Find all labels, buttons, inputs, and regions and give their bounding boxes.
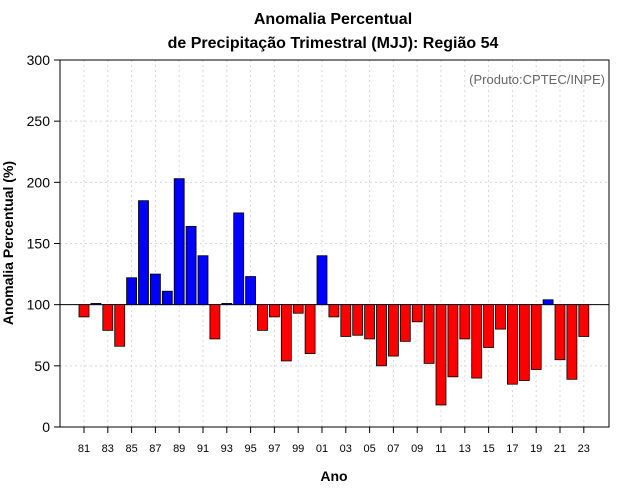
y-tick-label: 300: [27, 52, 51, 68]
x-tick-label: 21: [554, 443, 566, 455]
bar-2022: [566, 304, 578, 380]
bar-2006: [376, 304, 387, 367]
bar-1999: [292, 304, 304, 314]
y-tick-label: 50: [34, 358, 50, 374]
x-tick-label: 17: [506, 443, 518, 455]
x-tick-label: 11: [435, 443, 446, 455]
bar-2004: [352, 304, 364, 336]
bar-2020: [542, 299, 554, 306]
bar-2017: [506, 304, 518, 385]
grid: [60, 60, 609, 427]
x-tick-label: 23: [578, 443, 590, 455]
bar-1987: [149, 273, 161, 306]
bar-2018: [518, 304, 530, 381]
bar-1994: [233, 212, 245, 306]
credit-text: (Produto:CPTEC/INPE): [469, 72, 605, 87]
x-tick-label: 99: [292, 443, 304, 455]
bar-2001: [316, 255, 328, 306]
bar-1984: [114, 304, 126, 347]
bar-1983: [102, 304, 114, 331]
x-tick-label: 09: [411, 443, 423, 455]
x-axis-label: Ano: [320, 468, 347, 484]
chart-title-line2: de Precipitação Trimestral (MJJ): Região…: [168, 35, 499, 52]
bar-1981: [78, 304, 90, 318]
x-tick-label: 85: [125, 443, 137, 455]
bar-2002: [328, 304, 340, 318]
y-axis-label: Anomalia Percentual (%): [0, 161, 16, 325]
y-tick-label: 250: [27, 113, 51, 129]
y-axis: 0 50 100 150 200 250 300: [27, 52, 60, 435]
bar-1992: [209, 304, 221, 340]
bar-2012: [447, 304, 459, 378]
x-tick-label: 81: [78, 443, 90, 455]
bar-2010: [423, 304, 435, 364]
bar-2008: [399, 304, 411, 342]
bar-1990: [185, 225, 197, 306]
bar-2015: [483, 304, 495, 348]
bar-1989: [173, 178, 185, 306]
bar-2005: [364, 304, 376, 340]
y-tick-label: 200: [27, 174, 51, 190]
x-tick-label: 19: [530, 443, 542, 455]
bars: [78, 178, 590, 406]
x-tick-label: 91: [197, 443, 209, 455]
bar-1991: [197, 255, 209, 306]
bar-2021: [554, 304, 566, 361]
x-tick-label: 15: [482, 443, 494, 455]
bar-2023: [578, 304, 590, 337]
bar-2014: [471, 304, 483, 379]
bar-2013: [459, 304, 471, 340]
bar-1985: [126, 277, 137, 306]
bar-1996: [257, 304, 268, 331]
x-tick-label: 05: [363, 443, 375, 455]
y-tick-label: 0: [42, 419, 50, 435]
bar-2007: [387, 304, 399, 357]
y-tick-label: 150: [27, 236, 51, 252]
x-tick-label: 07: [387, 443, 399, 455]
bar-1993: [221, 303, 233, 306]
bar-1988: [161, 290, 173, 306]
chart-title-line1: Anomalia Percentual: [254, 11, 412, 28]
bar-1986: [138, 200, 149, 306]
bar-1982: [90, 303, 102, 306]
x-tick-label: 01: [316, 443, 328, 455]
bar-1995: [245, 276, 257, 306]
x-tick-label: 93: [221, 443, 233, 455]
bar-2009: [411, 304, 423, 323]
x-tick-label: 89: [173, 443, 185, 455]
bar-2016: [495, 304, 506, 330]
bar-2019: [530, 304, 542, 370]
x-tick-label: 87: [149, 443, 161, 455]
y-tick-label: 100: [27, 297, 51, 313]
x-tick-label: 13: [459, 443, 471, 455]
bar-2003: [340, 304, 352, 337]
x-axis: 81 83 85 87 89 91 93 95 97 99 01 03 05 07 09 11 13 15 17 19…: [78, 427, 590, 455]
bar-2011: [435, 304, 447, 406]
x-tick-label: 95: [244, 443, 256, 455]
bar-1997: [268, 304, 280, 318]
x-tick-label: 97: [268, 443, 280, 455]
bar-2000: [304, 304, 316, 354]
x-tick-label: 83: [102, 443, 114, 455]
x-tick-label: 03: [340, 443, 352, 455]
bar-1998: [280, 304, 292, 362]
